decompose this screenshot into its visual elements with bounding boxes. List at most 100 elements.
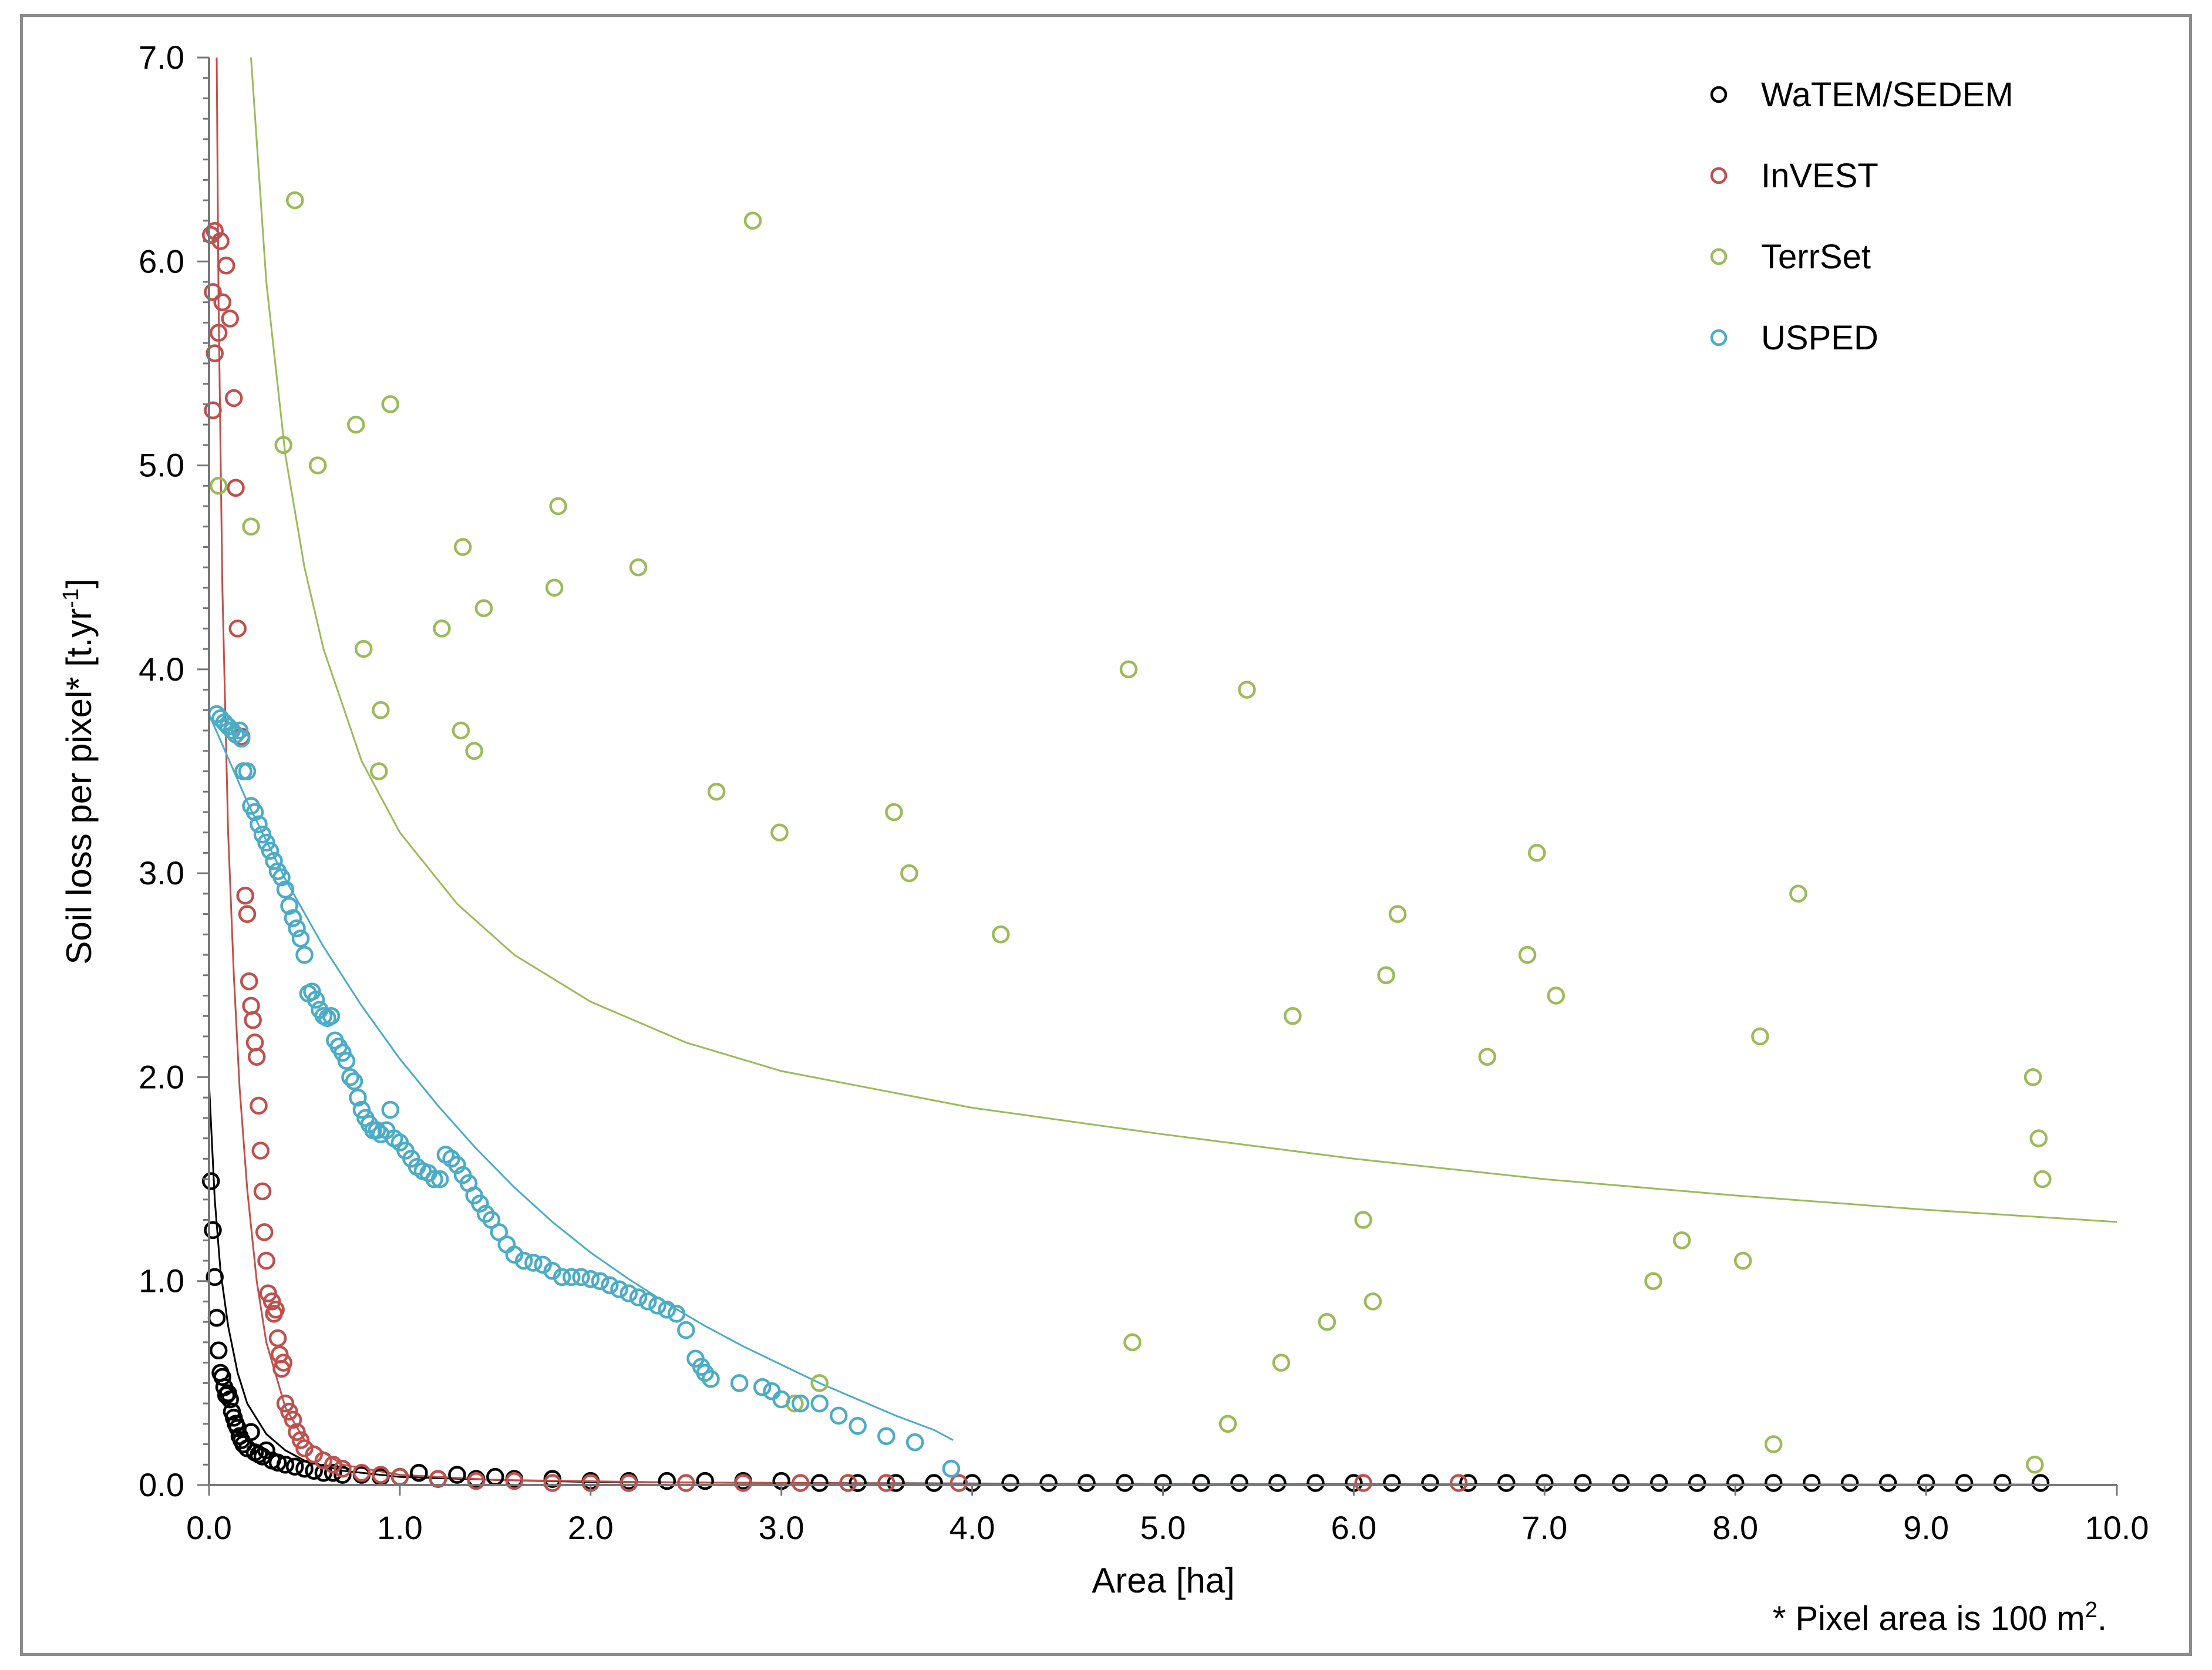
- watem-sedem-point: [1383, 1474, 1401, 1492]
- invest-trend-line: [216, 57, 1469, 1486]
- invest-point: [206, 221, 224, 240]
- y-tick-label: 1.0: [139, 1262, 184, 1299]
- terrset-point: [465, 742, 483, 760]
- terrset-point: [707, 782, 726, 801]
- terrset-point: [381, 395, 399, 413]
- usped-point: [772, 1390, 790, 1409]
- watem-sedem-point: [1649, 1474, 1668, 1492]
- terrset-point: [1272, 1353, 1291, 1372]
- invest-point: [324, 1456, 342, 1474]
- terrset-point: [372, 701, 390, 719]
- invest-point: [314, 1452, 333, 1470]
- terrset-point: [1518, 945, 1537, 964]
- legend: WaTEM/SEDEM InVEST TerrSet USPED: [1710, 76, 2014, 357]
- usped-point: [253, 825, 272, 844]
- invest-point: [255, 1223, 274, 1241]
- invest-point: [224, 389, 243, 408]
- invest-point: [228, 619, 247, 638]
- y-axis-title: Soil loss per pixel* [t.yr-1]: [59, 578, 99, 964]
- usped-point: [791, 1394, 810, 1413]
- x-tick-label: 6.0: [1331, 1509, 1376, 1546]
- invest-point: [543, 1474, 562, 1492]
- terrset-point: [433, 619, 451, 638]
- usped-point: [572, 1268, 590, 1287]
- watem-sedem-point: [887, 1474, 905, 1492]
- usped-point: [601, 1276, 619, 1294]
- terrset-point: [629, 558, 648, 577]
- invest-point: [352, 1463, 371, 1482]
- terrset-point: [209, 477, 228, 495]
- usped-point: [471, 1194, 489, 1213]
- terrset-point: [369, 762, 388, 780]
- watem-sedem-point: [201, 1172, 220, 1190]
- terrset-point: [1119, 660, 1138, 679]
- terrset-point: [452, 721, 470, 740]
- invest-point: [211, 232, 230, 250]
- watem-sedem-point: [1955, 1474, 1974, 1492]
- watem-sedem-point: [1039, 1474, 1058, 1492]
- invest-point: [1449, 1474, 1468, 1492]
- invest-point: [1354, 1474, 1372, 1492]
- watem-sedem-point: [206, 1268, 224, 1287]
- chart-frame: 0.0 1.0 2.0 3.0 4.0 5.0 6.0 7.0 8.0 9.0 10.0 0.0 1.0…: [20, 14, 2192, 1656]
- x-axis-title: Area [ha]: [1092, 1561, 1235, 1600]
- watem-sedem-point: [1116, 1474, 1134, 1492]
- ticks: 0.0 1.0 2.0 3.0 4.0 5.0 6.0 7.0 8.0 9.0 10.0 0.0 1.0…: [139, 39, 2149, 1546]
- usped-point: [497, 1235, 516, 1254]
- usped-point: [334, 1043, 352, 1062]
- watem-sedem-point: [1307, 1474, 1325, 1492]
- usped-legend-marker: [1710, 329, 1728, 346]
- usped-point: [905, 1433, 924, 1452]
- terrset-point: [242, 517, 260, 536]
- usped-point: [620, 1284, 638, 1302]
- watem-sedem-point: [1230, 1474, 1248, 1492]
- watem-sedem-point: [1001, 1474, 1019, 1492]
- x-tick-label: 5.0: [1140, 1509, 1186, 1546]
- terrset-point: [2026, 1456, 2044, 1474]
- invest-point: [677, 1474, 695, 1492]
- terrset-legend-marker: [1710, 248, 1728, 265]
- terrset-point: [810, 1374, 829, 1392]
- terrset-point: [453, 538, 472, 556]
- terrset-legend-label: TerrSet: [1761, 238, 1871, 276]
- x-tick-label: 0.0: [186, 1509, 232, 1546]
- watem-sedem-point: [334, 1466, 352, 1484]
- watem-sedem-point: [1840, 1474, 1859, 1492]
- watem-sedem-point: [2031, 1474, 2050, 1492]
- invest-point: [257, 1251, 275, 1270]
- watem-sedem-point: [1764, 1474, 1783, 1492]
- y-tick-label: 3.0: [139, 854, 184, 891]
- watem-sedem-point: [204, 1221, 222, 1240]
- usped-point: [381, 1100, 399, 1119]
- y-tick-label: 7.0: [139, 39, 184, 76]
- terrset-point: [549, 497, 567, 516]
- invest-point: [877, 1474, 895, 1492]
- invest-point: [372, 1466, 390, 1484]
- watem-sedem-point: [810, 1474, 829, 1492]
- watem-sedem-point: [1688, 1474, 1706, 1492]
- invest-legend-label: InVEST: [1761, 157, 1878, 195]
- usped-point: [245, 803, 264, 821]
- pixel-area-footnote: * Pixel area is 100 m2.: [1773, 1598, 2107, 1638]
- invest-point: [251, 1142, 270, 1160]
- usped-point: [272, 868, 291, 887]
- watem-sedem-point: [257, 1441, 275, 1460]
- watem-sedem-point: [1078, 1474, 1096, 1492]
- invest-point: [213, 293, 231, 311]
- invest-point: [238, 905, 257, 923]
- watem-sedem-legend-label: WaTEM/SEDEM: [1761, 76, 2014, 114]
- invest-point: [244, 1011, 262, 1029]
- usped-point: [284, 909, 302, 927]
- usped-point: [629, 1288, 648, 1307]
- watem-sedem-point: [486, 1467, 504, 1486]
- invest-point: [734, 1474, 752, 1492]
- usped-point: [877, 1427, 895, 1445]
- invest-point: [262, 1292, 281, 1311]
- invest-legend-marker: [1710, 167, 1728, 184]
- invest-point: [950, 1474, 968, 1492]
- usped-point: [307, 991, 325, 1009]
- invest-point: [221, 309, 239, 328]
- invest-point: [259, 1284, 277, 1302]
- terrset-point: [2033, 1170, 2052, 1188]
- usped-point: [942, 1459, 961, 1478]
